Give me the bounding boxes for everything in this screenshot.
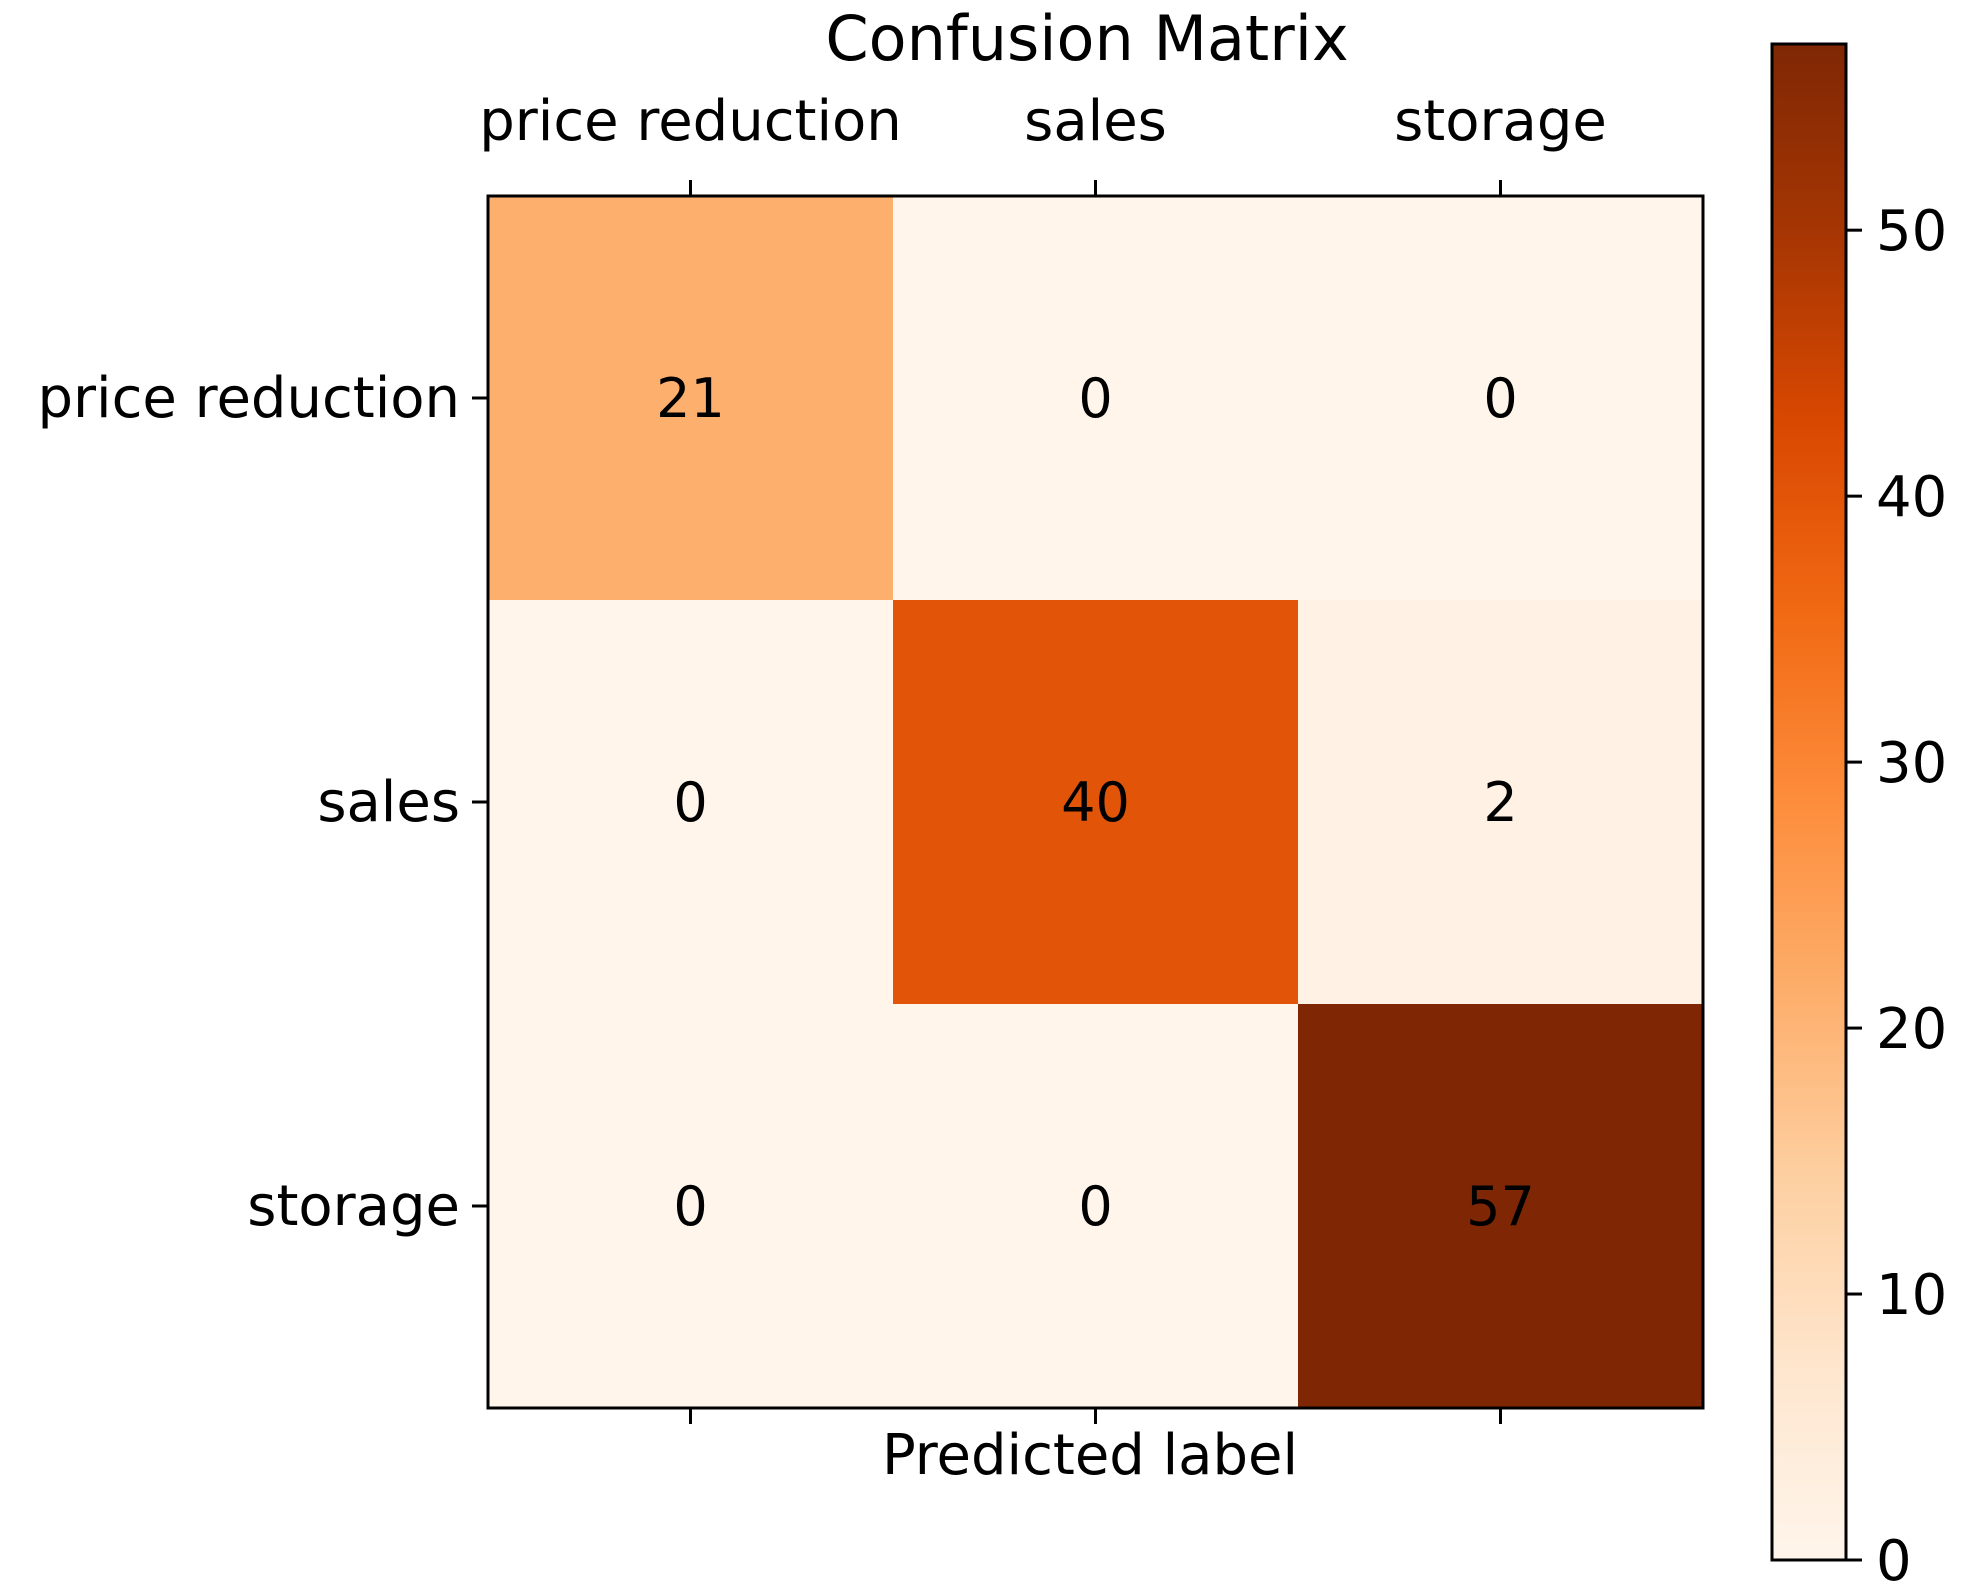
cell-value-2-0: 0 [673,1175,707,1238]
cell-value-1-0: 0 [673,771,707,834]
colorbar-tick-label-0: 0 [1876,1529,1912,1592]
cell-value-0-1: 0 [1078,367,1112,430]
colorbar-tick-label-5: 50 [1876,199,1947,264]
colorbar-frame [1770,42,1848,1562]
colorbar: 0 10 20 30 40 50 [1770,42,1947,1592]
heatmap-cell-0-2 [1298,196,1704,601]
cell-value-2-2: 57 [1466,1175,1535,1238]
y-tick-label-2: storage [247,1174,460,1239]
colorbar-tick-label-4: 40 [1876,465,1947,530]
cell-value-labels: 21 0 00 40 20 0 57 [656,367,1535,1238]
heatmap-cell-1-2 [1298,600,1704,1005]
colorbar-tick-label-1: 10 [1876,1263,1947,1328]
x-axis-label: Predicted label [882,1423,1298,1488]
heatmap-cell-0-1 [893,196,1299,601]
cell-value-0-0: 21 [656,367,725,430]
y-tick-label-0: price reduction [37,366,460,431]
y-tick-label-1: sales [317,770,460,835]
cell-value-1-2: 2 [1483,771,1517,834]
colorbar-tick-label-2: 20 [1876,997,1947,1062]
heatmap-cell-2-1 [893,1004,1299,1409]
heatmap-cell-1-0 [488,600,894,1005]
cell-value-2-1: 0 [1078,1175,1112,1238]
heatmap-cell-2-0 [488,1004,894,1409]
chart-title: Confusion Matrix [825,2,1348,75]
heatmap-cells [488,196,1704,1409]
heatmap-cell-0-0 [488,196,894,601]
heatmap-cell-2-2 [1298,1004,1704,1409]
x-tick-label-2: storage [1394,89,1607,154]
cell-value-1-1: 40 [1061,771,1130,834]
x-tick-label-0: price reduction [479,89,902,154]
matrix-axes: price reduction sales storage price reducti… [37,89,1705,1424]
heatmap-cell-1-1 [893,600,1299,1005]
cell-value-0-2: 0 [1483,367,1517,430]
colorbar-fill [1772,44,1846,1560]
colorbar-tick-label-3: 30 [1876,731,1947,796]
x-tick-label-1: sales [1024,89,1167,154]
